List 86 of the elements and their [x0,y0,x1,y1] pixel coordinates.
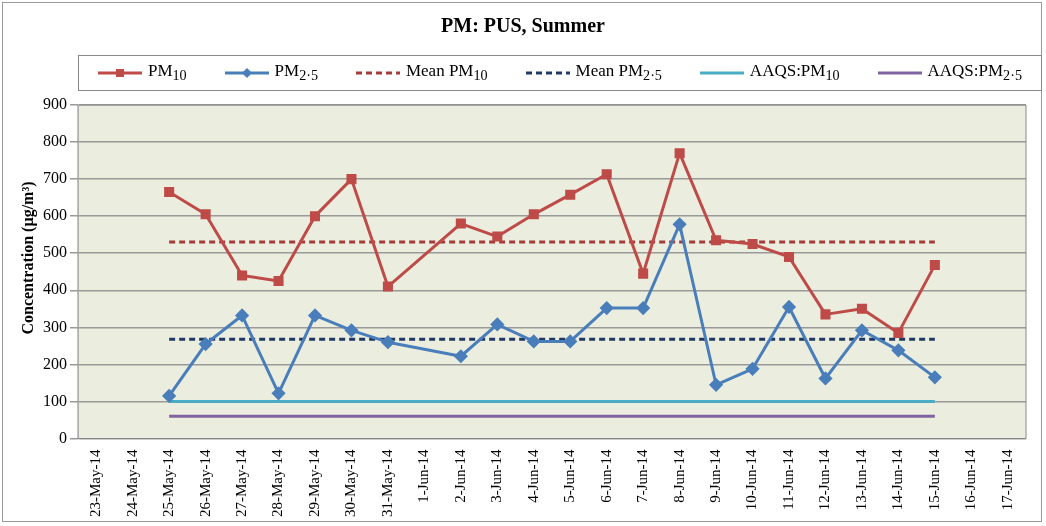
point [856,303,867,314]
y-tick-label: 600 [43,206,67,224]
point [893,327,904,338]
x-tick-label: 17-Jun-14 [998,449,1015,511]
x-tick-label: 29-May-14 [305,449,322,518]
point [237,270,248,281]
point [381,335,395,349]
y-tick-label: 200 [43,354,67,372]
point [601,169,612,180]
point [344,323,358,337]
point [308,308,322,322]
point [382,281,393,292]
point [820,309,831,320]
x-tick-label: 9-Jun-14 [707,449,724,503]
point [309,211,321,222]
x-tick-label: 4-Jun-14 [524,449,541,503]
point [492,231,503,242]
x-tick-label: 31-May-14 [378,449,395,518]
point [273,275,284,287]
point [563,334,577,348]
legend-label: Mean PM$_{2·5}$ [575,61,662,85]
point [747,238,758,249]
x-tick-label: 6-Jun-14 [597,449,614,503]
point [200,209,211,220]
point [454,349,468,363]
point [164,187,175,198]
point [929,260,940,271]
y-tick-label: 500 [43,243,67,261]
x-tick-label: 5-Jun-14 [561,449,578,503]
chart-title: PM: PUS, Summer [440,14,606,37]
y-tick-label: 100 [43,391,67,409]
x-tick-label: 1-Jun-14 [415,449,432,503]
point [638,268,649,279]
legend-label: PM$_{2·5}$ [274,61,319,85]
legend-label: PM$_{10}$ [147,61,187,85]
x-tick-label: 28-May-14 [269,449,286,518]
x-tick-label: 12-Jun-14 [816,449,833,511]
point [600,301,614,315]
y-axis-title: Concentration (µg/m³) [19,181,37,335]
point [928,370,942,384]
x-tick-label: 3-Jun-14 [488,449,505,503]
legend-label: AAQS:PM$_{10}$ [749,61,840,85]
point [162,389,176,403]
point [711,235,722,246]
point [709,378,723,392]
point [455,218,466,229]
legend-label: AAQS:PM$_{2·5}$ [927,61,1022,85]
y-tick-label: 0 [59,428,67,446]
point [783,251,795,262]
point [527,334,541,348]
x-tick-label: 27-May-14 [233,449,250,518]
x-tick-label: 15-Jun-14 [925,449,942,511]
y-tick-label: 800 [43,132,67,150]
point [199,337,213,351]
point [673,217,687,231]
x-tick-label: 26-May-14 [196,449,213,518]
point [855,323,869,337]
x-tick-label: 24-May-14 [123,449,140,518]
y-tick-label: 900 [43,95,67,113]
x-tick-label: 11-Jun-14 [779,449,796,510]
x-tick-label: 13-Jun-14 [852,449,869,511]
x-tick-label: 30-May-14 [342,449,359,518]
x-tick-label: 14-Jun-14 [889,449,906,511]
x-tick-label: 8-Jun-14 [670,449,687,503]
x-tick-label: 25-May-14 [160,449,177,518]
point [565,189,576,200]
x-tick-label: 7-Jun-14 [634,449,651,503]
point [746,362,760,376]
point [674,148,685,159]
legend-label: Mean PM$_{10}$ [405,61,488,85]
point [782,300,796,314]
point [528,209,539,220]
point [636,301,650,315]
point [235,308,249,322]
x-tick-label: 16-Jun-14 [962,449,979,511]
y-tick-label: 400 [43,280,67,298]
x-tick-label: 23-May-14 [87,449,104,518]
point [490,317,504,331]
x-tick-label: 2-Jun-14 [451,449,468,503]
point [891,343,905,357]
y-tick-label: 300 [43,317,67,335]
point [272,386,286,400]
point [818,371,832,385]
point [346,174,357,185]
y-tick-label: 700 [43,169,67,187]
x-tick-label: 10-Jun-14 [743,449,760,511]
